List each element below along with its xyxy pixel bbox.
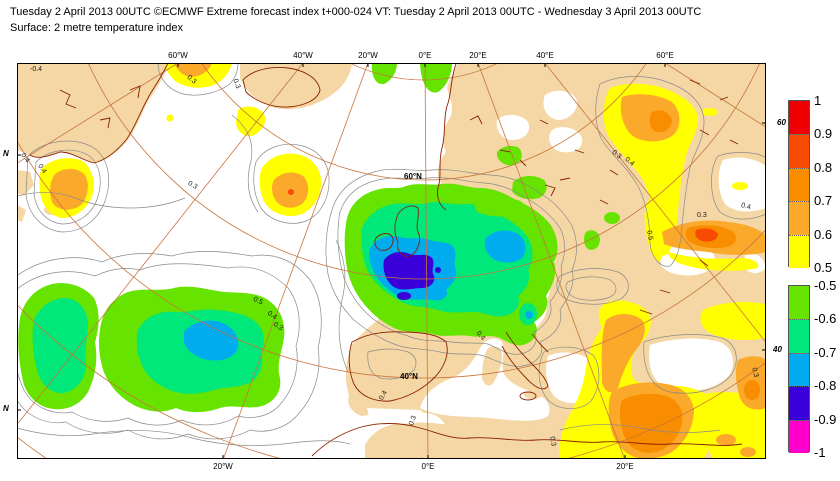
legend-negative-swatch-spring bbox=[789, 319, 809, 353]
latitude-edge-label: N bbox=[3, 149, 9, 158]
longitude-label-top: 60°W bbox=[168, 51, 188, 60]
legend-negative-tick-label: -0.8 bbox=[814, 378, 837, 394]
coastlines bbox=[29, 63, 743, 457]
legend-positive-tick-label: 0.7 bbox=[814, 193, 833, 209]
contour-value-label: -0.4 bbox=[30, 66, 43, 73]
legend-negative-tick-label: -0.6 bbox=[814, 311, 837, 327]
longitude-label-bottom: 0°E bbox=[421, 462, 435, 471]
contour-value-label: 0.3 bbox=[548, 436, 557, 447]
graticule bbox=[17, 63, 766, 459]
legend-negative-tick-label: -0.9 bbox=[814, 411, 837, 427]
legend-positive-swatch-yellow bbox=[789, 234, 809, 268]
longitude-label-top: 20°W bbox=[358, 51, 378, 60]
legend-negative-tick-label: -0.5 bbox=[814, 278, 837, 293]
legend-negative-tick-label: -0.7 bbox=[814, 344, 837, 360]
legend-positive-swatch-light_orange bbox=[789, 201, 809, 235]
latitude-label: 60°N bbox=[404, 172, 422, 181]
latitude-edge-label: 40 bbox=[773, 345, 782, 354]
legend-negative-swatch-cyan bbox=[789, 352, 809, 387]
legend-positive-bar bbox=[788, 100, 810, 268]
map-title-line2: Surface: 2 metre temperature index bbox=[10, 22, 184, 34]
longitude-label-top: 0°E bbox=[418, 51, 432, 60]
contour-value-label: 0.3 bbox=[697, 212, 707, 219]
map-title-line1: Tuesday 2 April 2013 00UTC ©ECMWF Extrem… bbox=[10, 6, 702, 18]
legend-positive-tick-label: 0.5 bbox=[814, 260, 833, 275]
legend-positive-swatch-red bbox=[789, 101, 809, 135]
legend-negative-swatch-magenta bbox=[789, 419, 809, 453]
longitude-label-top: 40°E bbox=[536, 51, 554, 60]
warm-anomaly-regions bbox=[39, 63, 766, 459]
longitude-label-top: 60°E bbox=[656, 51, 674, 60]
latitude-label: 40°N bbox=[400, 372, 418, 381]
map-frame bbox=[17, 63, 766, 459]
legend-negative-bar bbox=[788, 285, 810, 453]
contour-lines bbox=[17, 63, 766, 446]
longitude-label-top: 20°E bbox=[469, 51, 487, 60]
legend-positive-tick-label: 1 bbox=[814, 93, 822, 108]
legend-negative-swatch-blue bbox=[789, 386, 809, 420]
efi-map-canvas bbox=[17, 63, 766, 459]
legend-positive-tick-label: 0.8 bbox=[814, 159, 833, 175]
longitude-label-bottom: 20°E bbox=[616, 462, 634, 471]
white-sea-cutouts bbox=[367, 90, 766, 424]
latitude-edge-label: 60 bbox=[777, 118, 786, 127]
longitude-label-bottom: 20°W bbox=[213, 462, 233, 471]
legend-positive-swatch-red_orange bbox=[789, 134, 809, 168]
latitude-edge-label: N bbox=[3, 404, 9, 413]
cold-anomaly-regions bbox=[18, 63, 620, 413]
legend-negative-swatch-lime bbox=[789, 286, 809, 320]
legend-positive-tick-label: 0.9 bbox=[814, 126, 833, 142]
legend-negative-tick-label: -1 bbox=[814, 445, 826, 460]
contour-value-label: 0.5 bbox=[645, 230, 654, 241]
legend-positive-tick-label: 0.6 bbox=[814, 226, 833, 242]
legend-positive-swatch-orange bbox=[789, 167, 809, 202]
longitude-label-top: 40°W bbox=[293, 51, 313, 60]
